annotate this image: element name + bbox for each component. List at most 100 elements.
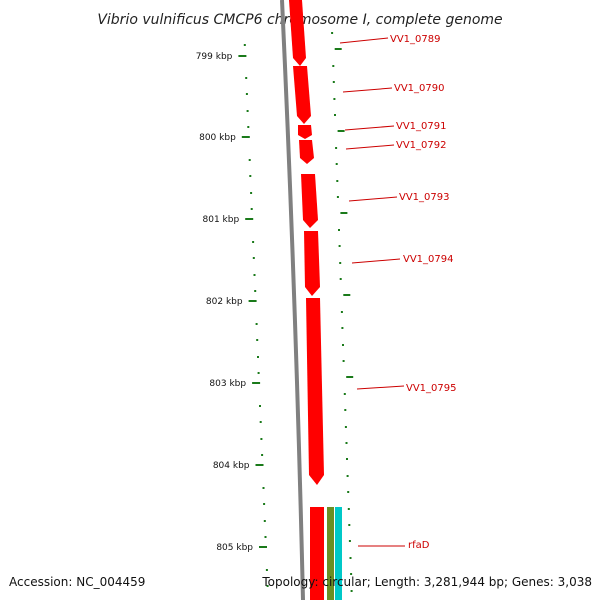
minor-tick bbox=[266, 585, 269, 587]
minor-tick bbox=[335, 147, 338, 149]
minor-tick bbox=[263, 520, 266, 522]
minor-tick bbox=[333, 98, 336, 100]
major-tick-right bbox=[346, 376, 354, 378]
minor-tick bbox=[252, 241, 255, 243]
major-tick bbox=[255, 464, 264, 466]
tick-label: 803 kbp bbox=[209, 379, 246, 389]
minor-tick bbox=[250, 192, 253, 194]
minor-tick bbox=[332, 65, 335, 67]
minor-tick bbox=[341, 327, 344, 329]
minor-tick bbox=[245, 77, 248, 79]
leader-line-vv1-0791 bbox=[344, 125, 395, 131]
tick-labels: 799 kbp 800 kbp 801 kbp 802 kbp 803 kbp 804 k… bbox=[196, 52, 254, 553]
minor-tick bbox=[344, 409, 347, 411]
minor-tick bbox=[257, 356, 259, 358]
tick-label: 799 kbp bbox=[196, 52, 233, 62]
minor-tick bbox=[261, 454, 264, 456]
minor-tick bbox=[249, 175, 252, 177]
gene-arrow-rfad[interactable] bbox=[310, 507, 324, 600]
minor-tick bbox=[342, 344, 344, 346]
minor-tick bbox=[348, 540, 351, 542]
feature-olive-bar[interactable] bbox=[327, 507, 334, 600]
gene-label-vv1-0790[interactable]: VV1_0790 bbox=[394, 83, 445, 94]
minor-tick bbox=[336, 180, 339, 182]
major-tick-right bbox=[343, 294, 351, 296]
tick-label: 800 kbp bbox=[199, 133, 236, 143]
gene-arrow-vv1-0795[interactable] bbox=[306, 298, 324, 485]
major-tick bbox=[248, 300, 257, 302]
minor-tick bbox=[243, 44, 246, 46]
chromosome-backbone bbox=[280, 0, 305, 600]
minor-tick bbox=[350, 573, 353, 575]
gene-arrow-vv1-0792[interactable] bbox=[299, 140, 314, 164]
minor-tick bbox=[347, 508, 350, 510]
major-tick bbox=[238, 55, 247, 57]
minor-tick bbox=[342, 360, 345, 362]
major-tick-right bbox=[337, 130, 345, 132]
tick-label: 802 kbp bbox=[206, 297, 243, 307]
major-ticks bbox=[238, 55, 267, 548]
gene-arrow-vv1-0791[interactable] bbox=[298, 125, 312, 139]
minor-tick bbox=[343, 393, 346, 395]
minor-tick bbox=[265, 569, 268, 571]
minor-tick bbox=[262, 487, 265, 489]
minor-tick bbox=[345, 442, 348, 444]
minor-tick bbox=[252, 257, 255, 259]
gene-arrow-vv1-0790[interactable] bbox=[293, 66, 311, 124]
minor-tick bbox=[254, 290, 257, 292]
tick-label: 804 kbp bbox=[213, 461, 250, 471]
major-tick-right bbox=[334, 48, 342, 50]
gene-labels: VV1_0789 VV1_0790 VV1_0791 VV1_0792 VV1_… bbox=[339, 34, 457, 551]
minor-tick bbox=[334, 114, 336, 116]
minor-tick bbox=[347, 491, 350, 493]
minor-tick bbox=[253, 274, 256, 276]
minor-tick bbox=[339, 262, 342, 264]
minor-tick bbox=[260, 438, 263, 440]
minor-tick bbox=[248, 159, 251, 161]
feature-cyan-bar[interactable] bbox=[335, 507, 342, 600]
gene-label-vv1-0789[interactable]: VV1_0789 bbox=[390, 34, 441, 45]
minor-tick bbox=[247, 126, 250, 128]
major-tick bbox=[241, 136, 250, 138]
minor-tick bbox=[246, 110, 249, 112]
minor-tick bbox=[339, 278, 342, 280]
minor-tick bbox=[264, 536, 267, 538]
minor-tick bbox=[331, 32, 334, 34]
minor-ticks bbox=[243, 32, 354, 592]
tick-label: 805 kbp bbox=[216, 543, 253, 553]
major-tick-right bbox=[340, 212, 348, 214]
gene-label-vv1-0792[interactable]: VV1_0792 bbox=[396, 140, 447, 151]
minor-tick bbox=[332, 81, 335, 83]
minor-tick bbox=[340, 311, 343, 313]
minor-tick bbox=[259, 421, 262, 423]
gene-arrow-vv1-0793[interactable] bbox=[301, 174, 318, 228]
minor-tick bbox=[336, 196, 339, 198]
minor-tick bbox=[256, 339, 259, 341]
gene-label-rfad[interactable]: rfaD bbox=[408, 540, 430, 551]
minor-tick bbox=[348, 524, 351, 526]
minor-tick bbox=[346, 475, 349, 477]
genome-summary-text: Topology: circular; Length: 3,281,944 bp… bbox=[261, 575, 592, 589]
leader-line-vv1-0795 bbox=[356, 385, 405, 390]
minor-tick bbox=[344, 426, 347, 428]
accession-text: Accession: NC_004459 bbox=[9, 575, 145, 589]
leader-line-vv1-0789 bbox=[339, 37, 389, 44]
tick-label: 801 kbp bbox=[203, 215, 240, 225]
gene-arrow-vv1-0789[interactable] bbox=[289, 0, 306, 66]
minor-tick bbox=[257, 372, 260, 374]
leader-line-vv1-0793 bbox=[348, 196, 398, 202]
leader-line-vv1-0794 bbox=[351, 258, 401, 264]
minor-tick bbox=[346, 458, 348, 460]
minor-tick bbox=[255, 323, 258, 325]
gene-label-vv1-0795[interactable]: VV1_0795 bbox=[406, 383, 457, 394]
minor-tick bbox=[335, 163, 338, 165]
gene-label-vv1-0793[interactable]: VV1_0793 bbox=[399, 192, 450, 203]
gene-label-vv1-0791[interactable]: VV1_0791 bbox=[396, 121, 447, 132]
gene-label-vv1-0794[interactable]: VV1_0794 bbox=[403, 254, 454, 265]
gene-arrow-vv1-0794[interactable] bbox=[304, 231, 320, 296]
minor-tick bbox=[250, 208, 253, 210]
leader-line-vv1-0790 bbox=[342, 87, 393, 93]
gene-track bbox=[289, 0, 342, 600]
minor-tick bbox=[350, 590, 353, 592]
